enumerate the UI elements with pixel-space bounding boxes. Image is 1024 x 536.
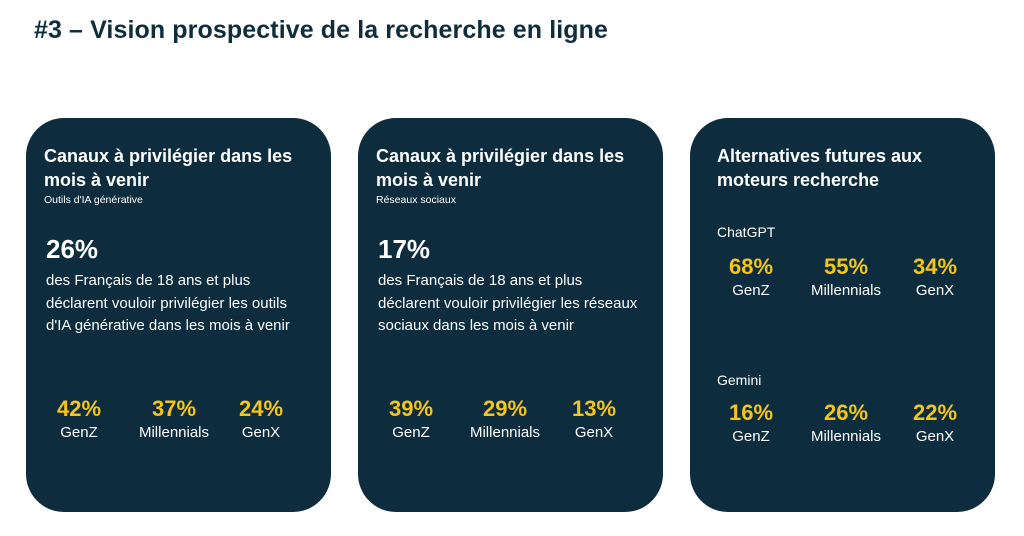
- stat-value: 68%: [728, 254, 774, 279]
- stat-label: GenZ: [732, 282, 770, 299]
- stat-millennials: 37% Millennials: [124, 396, 224, 443]
- stat-value: 24%: [238, 396, 284, 421]
- stat-genz: 39% GenZ: [361, 396, 461, 443]
- stat-label: GenZ: [732, 428, 770, 445]
- stat-value: 34%: [912, 254, 958, 279]
- generation-stats-gemini: 16% GenZ 26% Millennials 22% GenX: [690, 400, 995, 452]
- stat-label: Millennials: [469, 424, 541, 441]
- stat-value: 29%: [482, 396, 528, 421]
- stat-label: GenZ: [60, 424, 98, 441]
- section-label-gemini: Gemini: [717, 372, 762, 388]
- stat-label: GenX: [915, 282, 955, 299]
- card-subheading: Réseaux sociaux: [376, 194, 456, 206]
- stat-value: 42%: [56, 396, 102, 421]
- stat-value: 39%: [388, 396, 434, 421]
- stat-value: 22%: [912, 400, 958, 425]
- generation-stats-chatgpt: 68% GenZ 55% Millennials 34% GenX: [690, 254, 995, 306]
- card-heading: Canaux à privilégier dans les mois à ven…: [44, 146, 293, 190]
- stat-label: Millennials: [810, 428, 882, 445]
- card-subheading: Outils d'IA générative: [44, 194, 143, 206]
- card-heading: Canaux à privilégier dans les mois à ven…: [376, 146, 625, 190]
- stat-value: 26%: [823, 400, 869, 425]
- stat-genx: 13% GenX: [544, 396, 644, 443]
- stat-label: GenX: [241, 424, 281, 441]
- generation-stats: 39% GenZ 29% Millennials 13% GenX: [358, 396, 663, 448]
- stat-value: 55%: [823, 254, 869, 279]
- stat-genz: 16% GenZ: [701, 400, 801, 447]
- stat-genz: 68% GenZ: [701, 254, 801, 301]
- stat-millennials: 29% Millennials: [455, 396, 555, 443]
- stat-label: Millennials: [810, 282, 882, 299]
- headline-stat: 17%: [378, 234, 431, 264]
- stat-millennials: 55% Millennials: [796, 254, 896, 301]
- section-label-chatgpt: ChatGPT: [717, 224, 776, 240]
- card-ai-tools: Canaux à privilégier dans les mois à ven…: [26, 118, 331, 512]
- stat-millennials: 26% Millennials: [796, 400, 896, 447]
- generation-stats: 42% GenZ 37% Millennials 24% GenX: [26, 396, 331, 448]
- headline-stat: 26%: [46, 234, 99, 264]
- stat-label: GenX: [915, 428, 955, 445]
- stat-value: 37%: [151, 396, 197, 421]
- stat-description: des Français de 18 ans et plus déclarent…: [378, 272, 638, 334]
- card-search-alternatives: Alternatives futures aux moteurs recherc…: [690, 118, 995, 512]
- card-social-networks: Canaux à privilégier dans les mois à ven…: [358, 118, 663, 512]
- stat-label: GenZ: [392, 424, 430, 441]
- stat-genx: 34% GenX: [885, 254, 985, 301]
- card-heading: Alternatives futures aux moteurs recherc…: [717, 146, 923, 190]
- stat-genz: 42% GenZ: [29, 396, 129, 443]
- stat-value: 13%: [571, 396, 617, 421]
- stat-label: GenX: [574, 424, 614, 441]
- page-title: #3 – Vision prospective de la recherche …: [34, 16, 609, 44]
- stat-description: des Français de 18 ans et plus déclarent…: [46, 272, 290, 334]
- stat-value: 16%: [728, 400, 774, 425]
- stat-genx: 22% GenX: [885, 400, 985, 447]
- stat-label: Millennials: [138, 424, 210, 441]
- stat-genx: 24% GenX: [211, 396, 311, 443]
